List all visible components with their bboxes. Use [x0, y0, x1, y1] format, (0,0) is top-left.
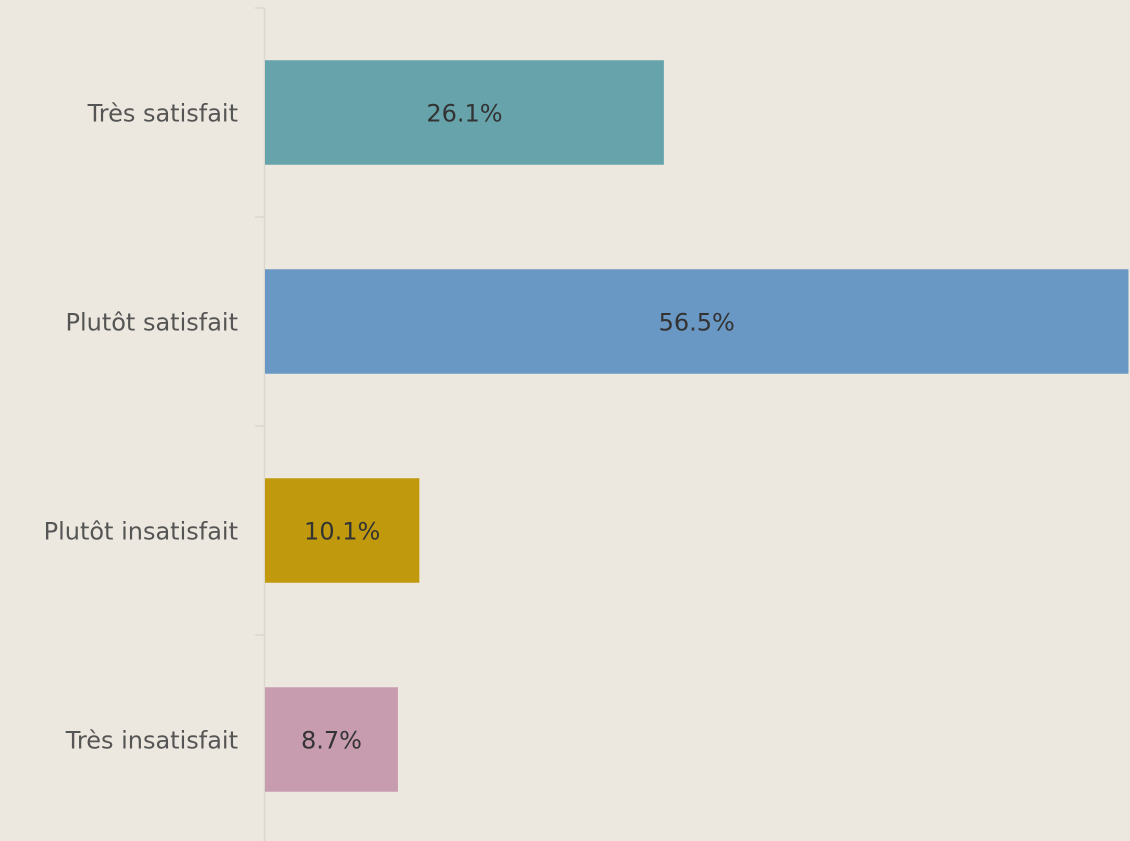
bar: [265, 60, 664, 165]
value-label: 56.5%: [659, 309, 735, 337]
y-tick-label: Plutôt satisfait: [65, 309, 238, 337]
value-label: 8.7%: [301, 727, 362, 755]
bar: [265, 478, 420, 583]
value-label: 10.1%: [304, 518, 380, 546]
value-label: 26.1%: [426, 100, 502, 128]
y-tick-label: Très insatisfait: [65, 727, 238, 755]
bar: [265, 269, 1129, 374]
bar: [265, 687, 398, 792]
y-tick-label: Très satisfait: [87, 100, 238, 128]
y-tick-label: Plutôt insatisfait: [44, 518, 238, 546]
